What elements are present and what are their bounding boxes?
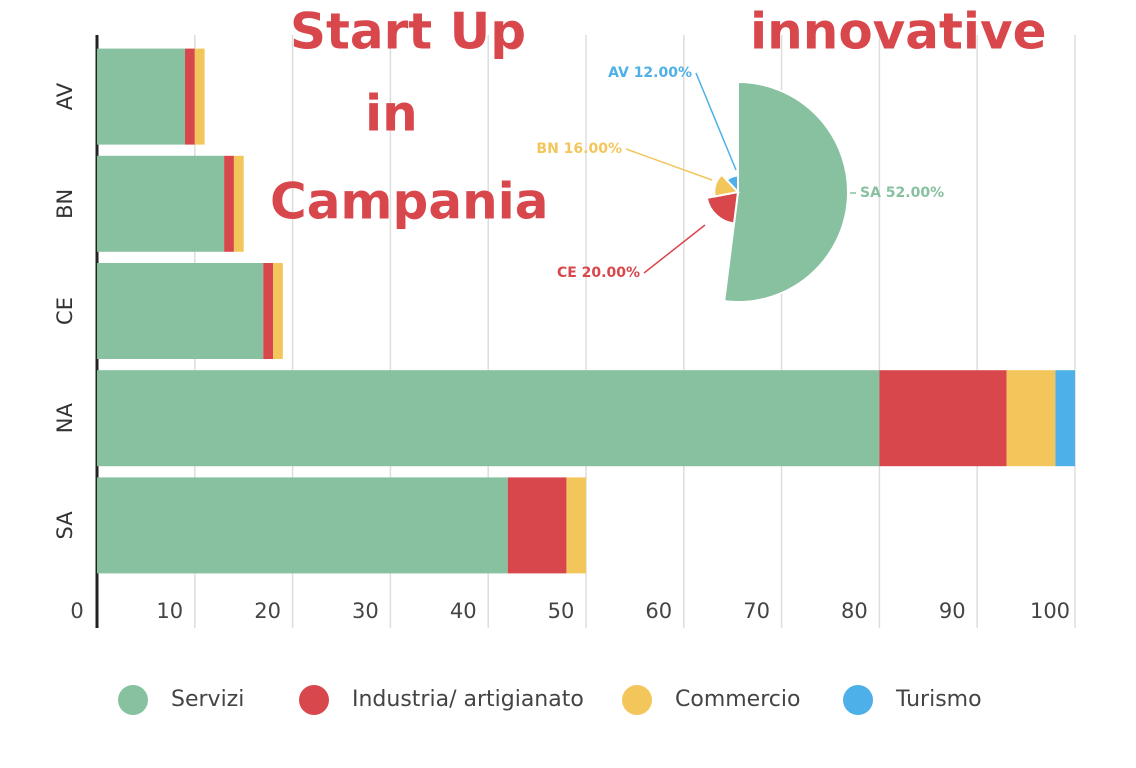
legend-label: Commercio — [675, 687, 800, 712]
x-tick-label: 20 — [254, 599, 281, 623]
bar-segment — [97, 48, 186, 145]
x-tick-label: 90 — [939, 599, 966, 623]
bar-segment — [224, 155, 234, 252]
y-tick-label: AV — [53, 82, 77, 110]
x-tick-label: 40 — [450, 599, 477, 623]
legend-label: Turismo — [895, 687, 982, 712]
pie-slice — [705, 190, 740, 225]
pie-label: CE 20.00% — [557, 265, 640, 281]
legend-marker — [843, 685, 873, 715]
leader-line — [643, 224, 706, 274]
x-tick-label: 100 — [1030, 599, 1070, 623]
bar-segment — [185, 48, 195, 145]
pie-label: SA 52.00% — [860, 185, 944, 201]
bar-segment — [97, 263, 264, 359]
x-tick-label: 0 — [70, 599, 83, 623]
leader-line — [695, 72, 737, 171]
legend-marker — [622, 685, 652, 715]
legend-marker — [118, 685, 148, 715]
x-tick-label: 50 — [548, 599, 575, 623]
legend-marker — [299, 685, 329, 715]
bar-segment — [97, 370, 880, 467]
x-tick-label: 10 — [156, 599, 183, 623]
title: Campania — [270, 173, 549, 231]
bar-segment — [1006, 370, 1056, 467]
pie-label: BN 16.00% — [536, 141, 622, 157]
legend-label: Servizi — [171, 687, 244, 712]
pie-slice — [723, 80, 849, 303]
y-tick-label: SA — [53, 511, 77, 540]
bar-segment — [566, 477, 586, 574]
x-tick-label: 60 — [645, 599, 672, 623]
pie-slice — [713, 173, 740, 198]
legend-label: Industria/ artigianato — [352, 687, 584, 712]
title: innovative — [750, 3, 1047, 61]
bar-segment — [97, 155, 225, 252]
x-tick-label: 80 — [841, 599, 868, 623]
bar-segment — [194, 48, 205, 145]
title: Start Up — [290, 3, 526, 61]
bar-segment — [507, 477, 567, 574]
pie-slice — [725, 174, 739, 195]
bar-segment — [263, 263, 274, 359]
bar-segment — [879, 370, 1007, 467]
pie-label: AV 12.00% — [608, 65, 692, 81]
y-tick-label: CE — [53, 297, 77, 325]
y-tick-label: BN — [53, 189, 77, 219]
y-tick-label: NA — [53, 403, 77, 434]
bar-segment — [233, 155, 244, 252]
title: in — [365, 85, 418, 143]
leader-line — [625, 148, 713, 181]
x-tick-label: 70 — [743, 599, 770, 623]
x-tick-label: 30 — [352, 599, 379, 623]
bar-segment — [97, 477, 508, 574]
bar-segment — [1055, 370, 1075, 467]
bar-segment — [273, 263, 283, 359]
